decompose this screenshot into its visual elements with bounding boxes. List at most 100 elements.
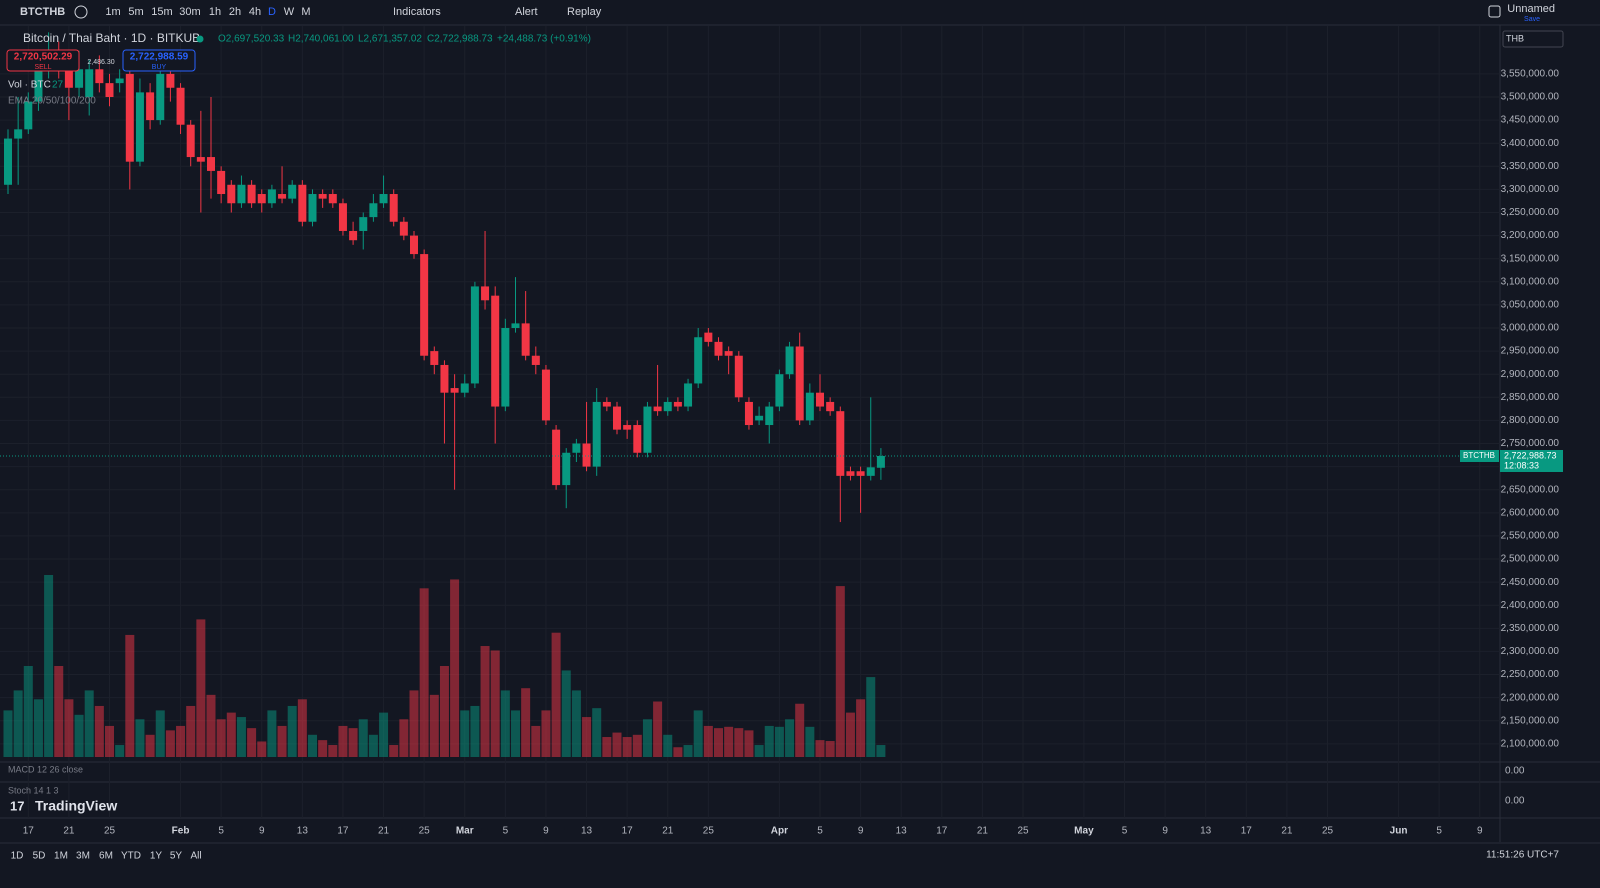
volume-bar — [419, 588, 429, 757]
x-tick-label: 9 — [858, 826, 864, 837]
x-tick-label: 17 — [622, 826, 634, 837]
alert-button[interactable]: Alert — [515, 6, 538, 18]
interval-button[interactable]: 30m — [179, 6, 200, 18]
add-symbol[interactable] — [74, 5, 88, 19]
range-button[interactable]: 5D — [33, 851, 46, 862]
candle-body — [349, 230, 358, 241]
layout-name[interactable]: Unnamed — [1507, 3, 1555, 15]
interval-button[interactable]: 5m — [128, 6, 143, 18]
volume-bar — [155, 710, 165, 757]
layout-checkbox[interactable] — [1488, 5, 1501, 18]
range-button[interactable]: 3M — [76, 851, 90, 862]
y-tick-label: 2,250,000.00 — [1501, 669, 1560, 680]
y-tick-label: 2,550,000.00 — [1501, 531, 1560, 542]
y-tick-label: 2,200,000.00 — [1501, 692, 1560, 703]
interval-button[interactable]: 1m — [105, 6, 120, 18]
currency-select[interactable] — [1502, 30, 1564, 48]
buy-price: 2,722,988.59 — [130, 52, 189, 63]
volume-bar — [683, 745, 693, 757]
x-tick-label: 5 — [218, 826, 224, 837]
range-button[interactable]: 6M — [99, 851, 113, 862]
volume-bar — [196, 619, 206, 757]
volume-bar — [439, 666, 449, 757]
save-button[interactable]: Save — [1524, 16, 1540, 23]
volume-bar — [308, 734, 317, 757]
volume-bar — [135, 719, 145, 757]
x-tick-label: 21 — [977, 826, 989, 837]
x-tick-label: 5 — [817, 826, 823, 837]
range-button[interactable]: 1D — [11, 851, 24, 862]
candle-body — [805, 392, 814, 421]
buy-label: BUY — [152, 64, 167, 71]
range-button[interactable]: 5Y — [170, 851, 183, 862]
candle-body — [288, 184, 297, 199]
candle-body — [481, 286, 490, 301]
volume-bar — [64, 699, 74, 757]
volume-bar — [74, 714, 84, 757]
volume-bar — [165, 730, 175, 757]
x-tick-label: 17 — [936, 826, 948, 837]
replay-button[interactable]: Replay — [567, 6, 602, 18]
candle-body — [663, 401, 672, 412]
stoch-label: Stoch 14 1 3 — [8, 785, 59, 795]
interval-button[interactable]: 15m — [151, 6, 172, 18]
volume-bar — [815, 740, 825, 757]
y-tick-label: 3,500,000.00 — [1501, 92, 1560, 103]
ohlc-high: H2,740,061.00 — [288, 34, 354, 45]
candle-body — [359, 217, 368, 231]
range-button[interactable]: All — [190, 851, 201, 862]
indicators-button[interactable]: Indicators — [393, 6, 441, 18]
y-tick-label: 2,150,000.00 — [1501, 715, 1560, 726]
volume-bar — [54, 666, 64, 757]
candle-body — [328, 194, 337, 204]
currency[interactable]: THB — [1506, 33, 1524, 43]
candle-body — [14, 129, 23, 139]
x-tick-label: 25 — [104, 826, 116, 837]
interval-button[interactable]: 4h — [249, 6, 261, 18]
interval-button[interactable]: W — [284, 6, 295, 18]
candle-body — [562, 452, 571, 486]
candle-body — [389, 194, 398, 222]
volume-bar — [856, 699, 866, 757]
candle-body — [775, 374, 784, 407]
volume-bar — [470, 705, 480, 757]
volume-bar — [409, 690, 419, 757]
candle-body — [64, 64, 73, 88]
range-button[interactable]: 1Y — [150, 851, 163, 862]
x-tick-label: 21 — [1281, 826, 1293, 837]
candle-body — [572, 443, 581, 453]
volume-bar — [368, 734, 378, 757]
range-button[interactable]: 1M — [54, 851, 68, 862]
volume-bar — [115, 745, 125, 757]
sell-button[interactable] — [6, 49, 80, 72]
candle-body — [338, 203, 347, 231]
x-tick-label: 5 — [1122, 826, 1128, 837]
interval-button[interactable]: 1h — [209, 6, 221, 18]
candle-body — [166, 73, 175, 88]
candle-body — [623, 425, 632, 430]
volume-bar — [561, 670, 571, 757]
candle-body — [430, 351, 439, 365]
candle-body — [196, 157, 205, 162]
candle-body — [450, 388, 459, 393]
volume-bar — [693, 710, 703, 757]
volume-bar — [612, 732, 622, 757]
x-tick-label: Apr — [771, 826, 788, 837]
candle-body — [308, 194, 317, 222]
symbol-search[interactable]: BTCTHB — [20, 6, 65, 18]
candle-body — [846, 471, 855, 476]
volume-bar — [94, 705, 104, 757]
volume-bar — [511, 710, 520, 757]
interval-button[interactable]: D — [268, 6, 276, 18]
symbol-title: Bitcoin / Thai Baht · 1D · BITKUB — [23, 31, 200, 45]
buy-button[interactable] — [122, 49, 196, 72]
interval-button[interactable]: M — [301, 6, 310, 18]
volume-bar — [490, 650, 500, 757]
range-button[interactable]: YTD — [121, 851, 141, 862]
interval-button[interactable]: 2h — [229, 6, 241, 18]
candle-body — [34, 69, 43, 102]
volume-bar — [592, 708, 602, 757]
volume-bar — [318, 740, 328, 757]
volume-bar — [622, 737, 632, 757]
